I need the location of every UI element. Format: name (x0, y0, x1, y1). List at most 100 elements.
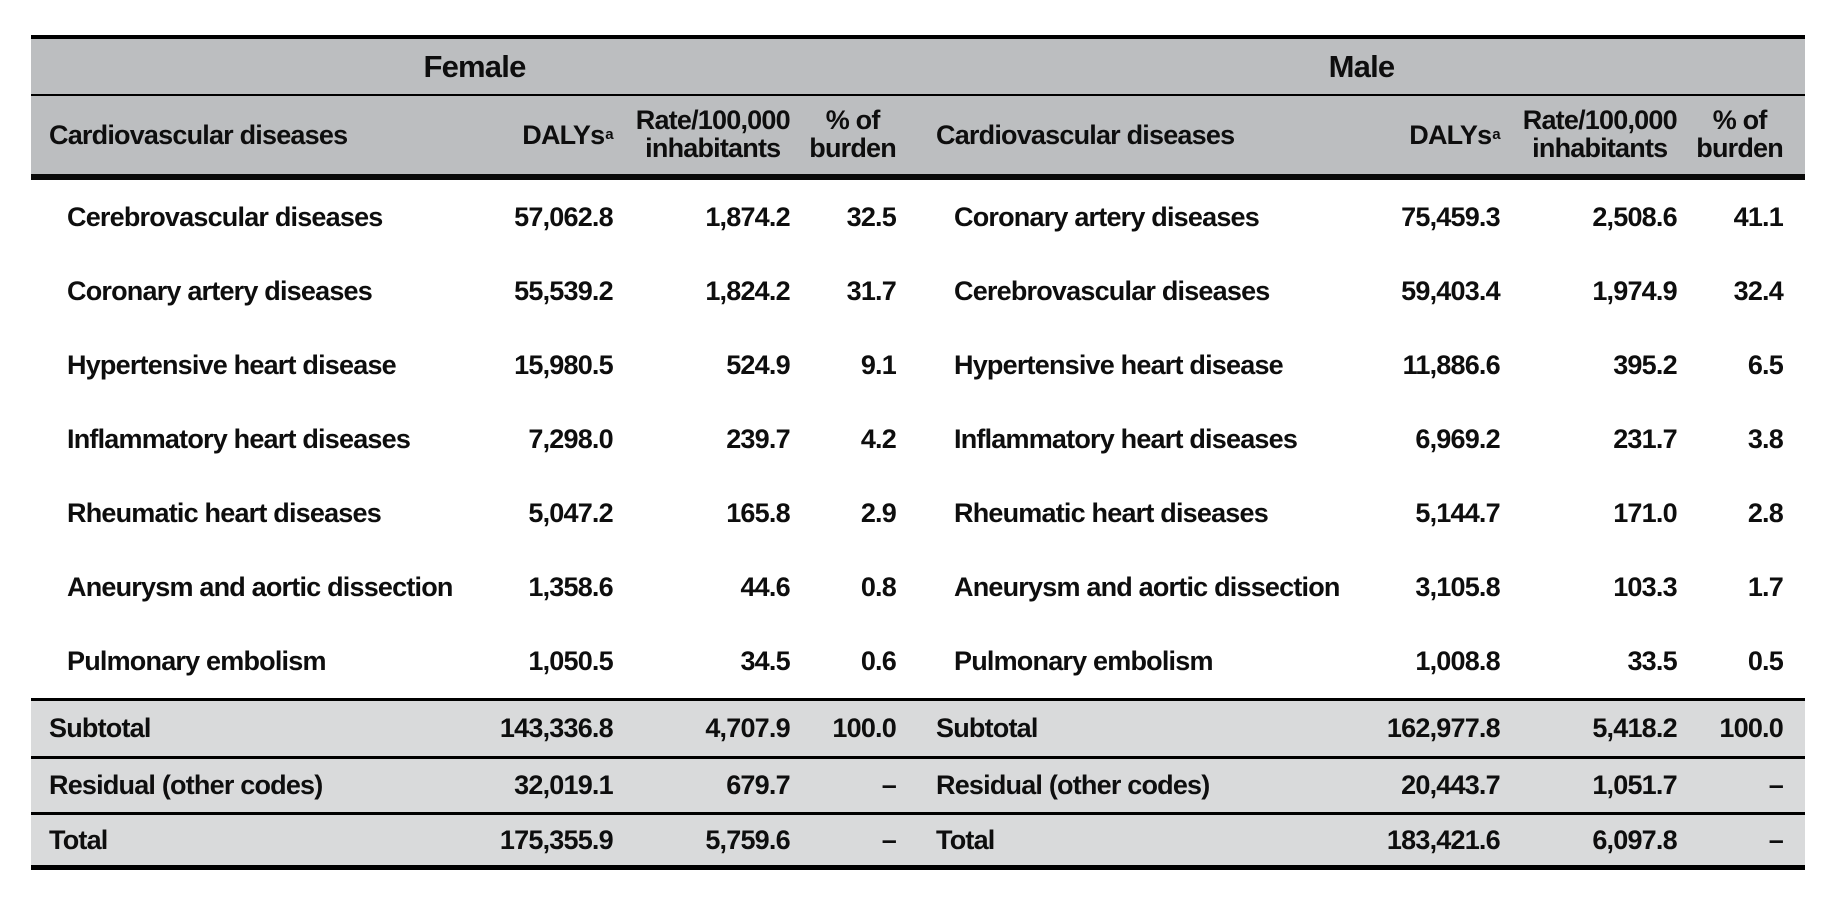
male-col-header-rate: Rate/100,000 inhabitants (1508, 96, 1681, 174)
dalys-value: 15,980.5 (514, 349, 614, 380)
disease-name: Rheumatic heart diseases (67, 497, 382, 528)
dalys-value: 1,008.8 (1415, 645, 1500, 676)
disease-name: Hypertensive heart disease (67, 349, 397, 380)
rate-value: 1,824.2 (705, 275, 790, 306)
disease-name: Pulmonary embolism (67, 645, 326, 676)
rate-header-line2: inhabitants (1532, 133, 1668, 163)
burden-value: 9.1 (860, 349, 897, 380)
burden-value: 31.7 (846, 275, 897, 306)
residual-row: Residual (other codes) 32,019.1 679.7 – … (31, 756, 1805, 812)
male-total-cells: Total 183,421.6 6,097.8 – (918, 815, 1805, 865)
rate-header-text: Rate/100,000 inhabitants (1522, 105, 1678, 163)
total-row: Total 175,355.9 5,759.6 – Total 183,421.… (31, 812, 1805, 865)
dalys-value: 59,403.4 (1401, 275, 1501, 306)
residual-burden-value: – (1768, 770, 1784, 800)
dalys-value: 5,144.7 (1415, 497, 1500, 528)
dalys-value: 7,298.0 (528, 423, 613, 454)
rate-value: 33.5 (1627, 645, 1677, 676)
disease-name: Hypertensive heart disease (954, 349, 1284, 380)
subtotal-burden-value: 100.0 (1719, 713, 1783, 743)
residual-burden-value: – (881, 770, 897, 800)
disease-name: Coronary artery diseases (954, 201, 1260, 232)
dalys-value: 3,105.8 (1415, 571, 1500, 602)
table-row: Inflammatory heart diseases 7,298.0 239.… (31, 402, 1805, 476)
table-row: Pulmonary embolism 1,050.5 34.5 0.6 Pulm… (31, 624, 1805, 698)
dalys-value: 75,459.3 (1401, 201, 1501, 232)
disease-name: Inflammatory heart diseases (67, 423, 411, 454)
female-row-cells: Pulmonary embolism 1,050.5 34.5 0.6 (31, 624, 918, 698)
male-row-cells: Hypertensive heart disease 11,886.6 395.… (918, 328, 1805, 402)
total-dalys-value: 183,421.6 (1386, 824, 1501, 855)
burden-value: 6.5 (1747, 349, 1784, 380)
disease-name: Aneurysm and aortic dissection (67, 571, 453, 602)
rate-value: 1,874.2 (705, 201, 790, 232)
rate-header-line2: inhabitants (645, 133, 781, 163)
disease-name: Cerebrovascular diseases (67, 201, 383, 232)
rate-header-line1: Rate/100,000 (1522, 105, 1678, 136)
subtotal-dalys-value: 162,977.8 (1386, 713, 1501, 743)
male-col-header-burden: % of burden (1681, 96, 1805, 174)
female-row-cells: Inflammatory heart diseases 7,298.0 239.… (31, 402, 918, 476)
female-subtotal-cells: Subtotal 143,336.8 4,707.9 100.0 (31, 701, 918, 756)
male-header-group: Cardiovascular diseases DALYs a Rate/100,… (918, 96, 1805, 174)
total-rate-value: 6,097.8 (1592, 824, 1677, 855)
burden-value: 32.5 (846, 201, 897, 232)
residual-rate-value: 679.7 (726, 770, 790, 800)
residual-dalys-value: 20,443.7 (1401, 770, 1501, 800)
female-col-header-dalys: DALYs a (522, 119, 613, 150)
subtotal-row: Subtotal 143,336.8 4,707.9 100.0 Subtota… (31, 698, 1805, 756)
disease-name: Inflammatory heart diseases (954, 423, 1298, 454)
female-row-cells: Rheumatic heart diseases 5,047.2 165.8 2… (31, 476, 918, 550)
table-row: Aneurysm and aortic dissection 1,358.6 4… (31, 550, 1805, 624)
female-col-header-diseases: Cardiovascular diseases (49, 119, 348, 150)
dalys-value: 6,969.2 (1415, 423, 1500, 454)
rate-value: 165.8 (726, 497, 790, 528)
male-subtotal-cells: Subtotal 162,977.8 5,418.2 100.0 (918, 701, 1805, 756)
male-row-cells: Pulmonary embolism 1,008.8 33.5 0.5 (918, 624, 1805, 698)
burden-value: 1.7 (1747, 571, 1784, 602)
total-label: Total (49, 824, 108, 855)
rate-value: 239.7 (726, 423, 790, 454)
male-row-cells: Coronary artery diseases 75,459.3 2,508.… (918, 180, 1805, 254)
rate-value: 395.2 (1613, 349, 1677, 380)
male-row-cells: Inflammatory heart diseases 6,969.2 231.… (918, 402, 1805, 476)
burden-header-line2: burden (1696, 133, 1784, 163)
dalys-value: 1,050.5 (528, 645, 613, 676)
table-row: Hypertensive heart disease 15,980.5 524.… (31, 328, 1805, 402)
burden-header-text: % of burden (809, 107, 897, 163)
residual-dalys-value: 32,019.1 (514, 770, 614, 800)
gender-band-row: Female Male (31, 39, 1805, 96)
total-burden-value: – (881, 824, 897, 855)
dalys-value: 5,047.2 (528, 497, 613, 528)
rate-value: 231.7 (1613, 423, 1677, 454)
burden-header-line1: % of (1712, 105, 1768, 136)
rate-value: 1,974.9 (1592, 275, 1677, 306)
burden-header-line2: burden (809, 133, 897, 163)
burden-value: 3.8 (1747, 423, 1784, 454)
burden-value: 0.5 (1747, 645, 1784, 676)
female-residual-cells: Residual (other codes) 32,019.1 679.7 – (31, 759, 918, 812)
disease-name: Cerebrovascular diseases (954, 275, 1270, 306)
dalys-header-text: DALYs (1409, 119, 1492, 150)
male-row-cells: Aneurysm and aortic dissection 3,105.8 1… (918, 550, 1805, 624)
female-header-group: Cardiovascular diseases DALYs a Rate/100,… (31, 96, 918, 174)
table-row: Coronary artery diseases 55,539.2 1,824.… (31, 254, 1805, 328)
subtotal-burden-value: 100.0 (832, 713, 896, 743)
table-row: Rheumatic heart diseases 5,047.2 165.8 2… (31, 476, 1805, 550)
total-label: Total (936, 824, 995, 855)
male-col-header-dalys: DALYs a (1409, 119, 1500, 150)
rate-value: 44.6 (740, 571, 790, 602)
male-panel-title: Male (1328, 48, 1396, 84)
female-row-cells: Cerebrovascular diseases 57,062.8 1,874.… (31, 180, 918, 254)
residual-label: Residual (other codes) (49, 770, 323, 800)
burden-value: 41.1 (1733, 201, 1784, 232)
burden-value: 2.9 (860, 497, 897, 528)
female-col-header-burden: % of burden (794, 96, 918, 174)
female-row-cells: Hypertensive heart disease 15,980.5 524.… (31, 328, 918, 402)
female-total-cells: Total 175,355.9 5,759.6 – (31, 815, 918, 865)
subtotal-dalys-value: 143,336.8 (499, 713, 614, 743)
female-col-header-rate: Rate/100,000 inhabitants (621, 96, 794, 174)
male-row-cells: Cerebrovascular diseases 59,403.4 1,974.… (918, 254, 1805, 328)
male-residual-cells: Residual (other codes) 20,443.7 1,051.7 … (918, 759, 1805, 812)
disease-name: Rheumatic heart diseases (954, 497, 1269, 528)
